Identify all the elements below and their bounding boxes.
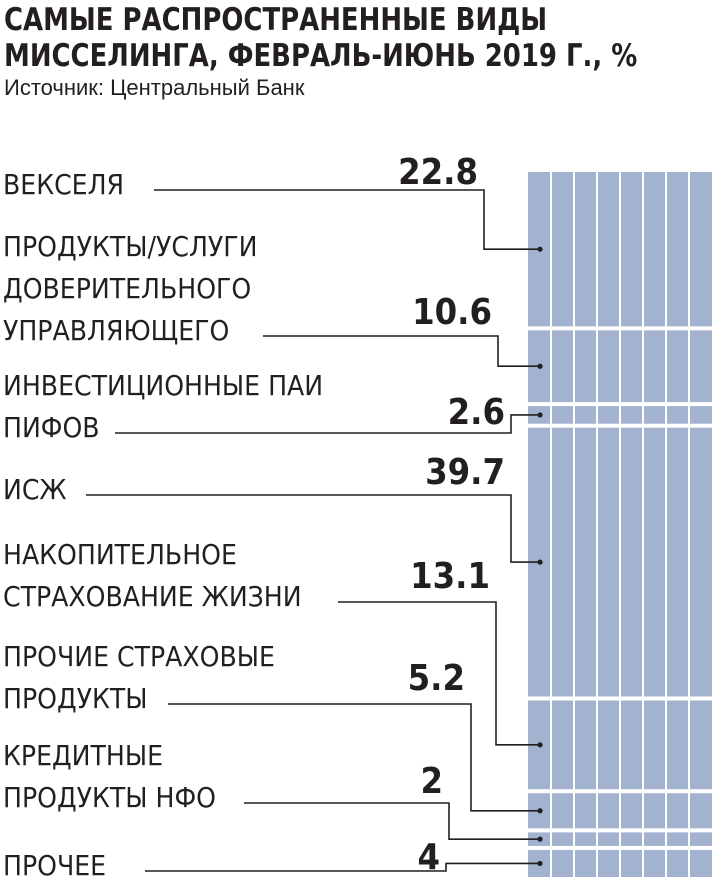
category-label: ПРОЧЕЕ — [3, 849, 106, 882]
leader-line — [244, 802, 540, 840]
leader-dot — [537, 559, 543, 565]
chart-title-line-2: МИССЕЛИНГА, ФЕВРАЛЬ-ИЮНЬ 2019 Г., % — [4, 38, 638, 74]
leader-line — [338, 601, 540, 746]
leader-dot — [537, 860, 543, 867]
category-label: ИСЖ — [3, 473, 67, 506]
leader-line — [86, 494, 540, 563]
leader-dot — [537, 363, 543, 369]
category-label: ВЕКСЕЛЯ — [3, 168, 124, 201]
leader-dot — [537, 836, 543, 842]
category-label: ИНВЕСТИЦИОННЫЕ ПАИ — [3, 369, 323, 402]
value-label: 2.6 — [448, 392, 505, 433]
value-label: 2 — [420, 761, 443, 802]
category-label: ПРОДУКТЫ — [3, 682, 148, 715]
value-label: 5.2 — [408, 658, 465, 699]
value-label: 39.7 — [425, 452, 505, 493]
category-label: НАКОПИТЕЛЬНОЕ — [3, 538, 237, 571]
category-label: ПРОЧИЕ СТРАХОВЫЕ — [3, 640, 275, 673]
leader-dot — [537, 808, 543, 814]
leader-dot — [537, 412, 543, 418]
value-label: 4 — [417, 837, 440, 878]
leader-dot — [537, 742, 543, 748]
leader-line — [154, 189, 540, 250]
value-label: 13.1 — [410, 556, 490, 597]
leader-line — [115, 414, 540, 434]
value-label: 10.6 — [412, 292, 492, 333]
category-label: УПРАВЛЯЮЩЕГО — [3, 314, 229, 347]
category-label: ДОВЕРИТЕЛЬНОГО — [3, 272, 251, 305]
category-label: ПРОДУКТЫ/УСЛУГИ — [3, 230, 257, 263]
value-label: 22.8 — [398, 152, 478, 193]
leader-dot — [537, 246, 543, 252]
leader-line — [168, 703, 540, 812]
category-label: СТРАХОВАНИЕ ЖИЗНИ — [3, 580, 302, 613]
category-label: ПИФОВ — [3, 411, 100, 444]
chart-source: Источник: Центральный Банк — [4, 75, 305, 100]
category-label: ПРОДУКТЫ НФО — [3, 781, 216, 814]
leader-line — [145, 862, 540, 872]
leader-line — [263, 335, 540, 368]
chart-title: САМЫЕ РАСПРОСТРАНЕННЫЕ ВИДЫ МИССЕЛИНГА, … — [4, 2, 637, 74]
chart-title-line-1: САМЫЕ РАСПРОСТРАНЕННЫЕ ВИДЫ — [4, 2, 548, 38]
category-label: КРЕДИТНЫЕ — [3, 739, 163, 772]
